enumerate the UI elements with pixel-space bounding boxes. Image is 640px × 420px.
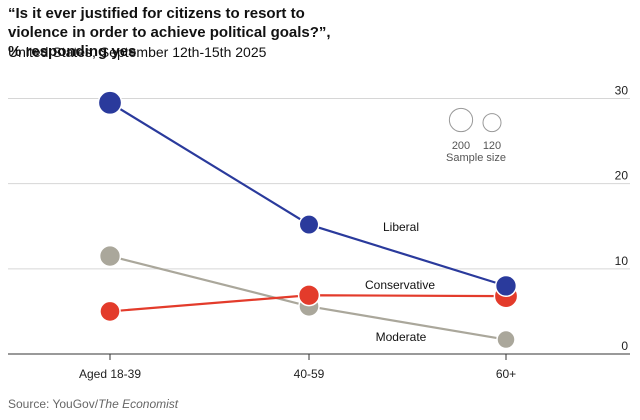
size-legend-small-circle bbox=[482, 113, 502, 133]
chart-title: “Is it ever justified for citizens to re… bbox=[8, 5, 331, 60]
y-tick-label: 30 bbox=[615, 84, 629, 98]
data-point-liberal bbox=[298, 214, 320, 236]
series-label-conservative: Conservative bbox=[365, 278, 435, 292]
chart-subtitle: United States, September 12th-15th 2025 bbox=[8, 44, 267, 60]
source-publication: The Economist bbox=[98, 397, 179, 411]
data-point-conservative bbox=[99, 300, 121, 323]
series-label-liberal: Liberal bbox=[383, 220, 419, 234]
source-note: Source: YouGov/The Economist bbox=[8, 397, 178, 411]
y-tick-label: 10 bbox=[615, 254, 629, 268]
x-tick-label: 40-59 bbox=[294, 367, 325, 381]
size-legend-small-label: 120 bbox=[483, 140, 501, 152]
data-point-liberal bbox=[97, 90, 123, 116]
data-point-moderate bbox=[98, 244, 122, 268]
y-tick-label: 0 bbox=[621, 339, 628, 353]
x-tick-label: Aged 18-39 bbox=[79, 367, 141, 381]
source-prefix: Source: YouGov/ bbox=[8, 397, 99, 411]
size-legend-large-circle bbox=[448, 107, 474, 133]
series-line-liberal bbox=[109, 101, 507, 287]
series-label-moderate: Moderate bbox=[376, 330, 427, 344]
x-tick-label: 60+ bbox=[496, 367, 516, 381]
size-legend-caption: Sample size bbox=[446, 152, 506, 164]
data-point-liberal bbox=[494, 274, 518, 298]
data-point-conservative bbox=[297, 284, 321, 307]
data-point-moderate bbox=[496, 329, 516, 350]
size-legend-large-label: 200 bbox=[452, 140, 470, 152]
y-tick-label: 20 bbox=[615, 169, 629, 183]
